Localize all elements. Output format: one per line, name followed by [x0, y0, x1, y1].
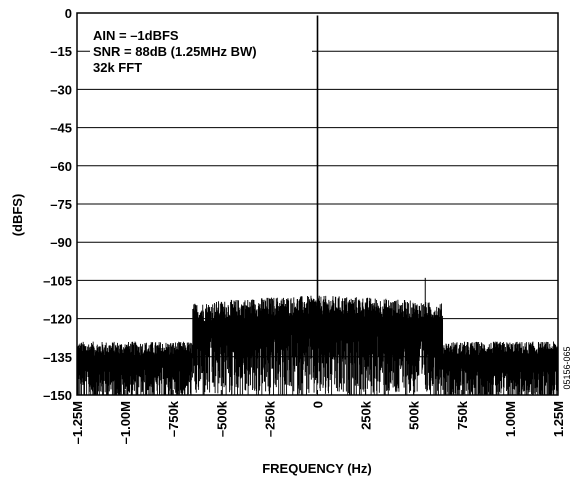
y-tick-label: –75 [50, 197, 72, 212]
y-tick-label: –45 [50, 121, 72, 136]
y-tick-label: 0 [65, 6, 72, 21]
y-tick-label: –150 [43, 388, 72, 403]
y-tick-label: –120 [43, 312, 72, 327]
x-tick-label: 250k [359, 400, 374, 430]
y-tick-label: –105 [43, 273, 72, 288]
y-tick-labels: 0 –15 –30 –45 –60 –75 –90 –105 –120 –135 –150 [43, 6, 72, 403]
x-tick-label: 1.25M [551, 401, 566, 437]
annotation-fft: 32k FFT [93, 60, 142, 75]
annotation-ain: AIN = –1dBFS [93, 28, 179, 43]
x-tick-label: –1.00M [118, 401, 133, 444]
x-tick-label: 500k [407, 400, 422, 430]
y-tick-label: –135 [43, 350, 72, 365]
y-axis-label: (dBFS) [10, 194, 25, 237]
annotation-box: AIN = –1dBFS SNR = 88dB (1.25MHz BW) 32k… [90, 26, 312, 78]
x-tick-label: 1.00M [503, 401, 518, 437]
x-tick-label: –750k [166, 400, 181, 437]
x-tick-label: –250k [262, 400, 277, 437]
x-tick-label: –1.25M [70, 401, 85, 444]
figure-id: 05156-065 [562, 346, 572, 389]
annotation-snr: SNR = 88dB (1.25MHz BW) [93, 44, 257, 59]
x-tick-labels: –1.25M –1.00M –750k –500k –250k 0 250k 500k 750k… [70, 400, 566, 444]
x-tick-label: –500k [214, 400, 229, 437]
plot-frame [76, 12, 559, 396]
x-tick-label: 0 [311, 401, 326, 408]
x-axis-label: FREQUENCY (Hz) [262, 461, 372, 476]
y-tick-label: –30 [50, 82, 72, 97]
y-tick-label: –90 [50, 235, 72, 250]
spectrum-peaks [316, 15, 426, 324]
x-tick-label: 750k [455, 400, 470, 430]
y-tick-label: –15 [50, 44, 72, 59]
y-tick-label: –60 [50, 159, 72, 174]
